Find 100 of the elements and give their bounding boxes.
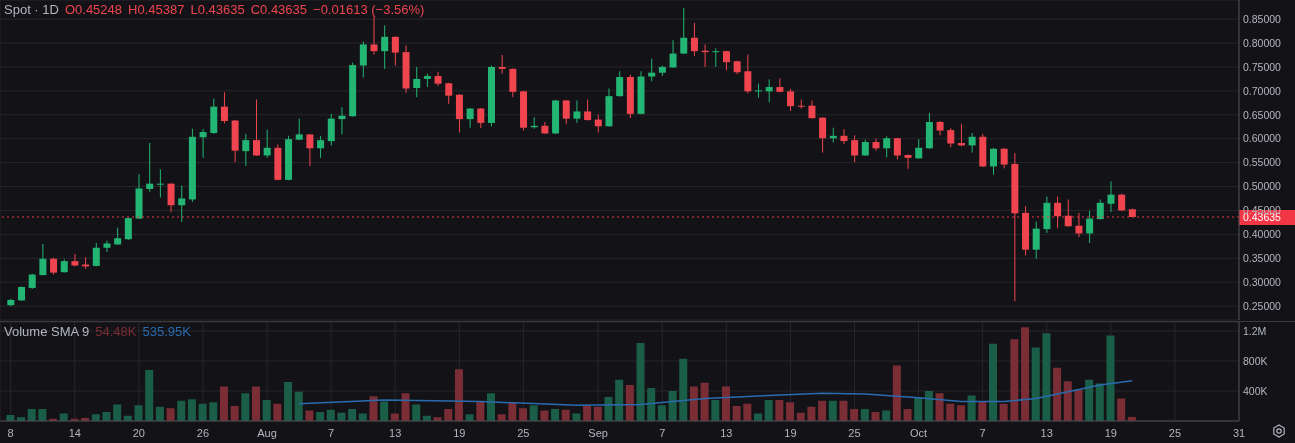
bar [924, 391, 933, 421]
bar [668, 391, 677, 421]
candlestick [819, 116, 827, 154]
bar [732, 406, 741, 421]
candlestick [253, 98, 260, 157]
bar [657, 405, 666, 421]
bar [241, 393, 250, 421]
candlestick [744, 54, 752, 94]
x-tick-label: 19 [784, 426, 797, 439]
bar [529, 405, 538, 421]
bar [262, 400, 271, 421]
bar [519, 408, 528, 421]
candlestick [797, 98, 805, 110]
annotation: H0.45387 [128, 2, 185, 17]
y-tick-label: 0.60000 [1243, 132, 1282, 145]
bar [807, 406, 816, 421]
x-tick-label: Oct [910, 426, 928, 439]
bar [145, 370, 154, 421]
chart-title: Spot · 1D [4, 2, 59, 17]
bar [711, 400, 720, 421]
y-tick-label: 0.55000 [1243, 156, 1282, 169]
bar [476, 401, 485, 421]
x-tick-label: 19 [453, 426, 466, 439]
bar [230, 406, 239, 421]
candlestick [167, 182, 175, 213]
annotation: −0.01613 (−3.56%) [313, 2, 425, 17]
x-tick-label: 25 [1168, 426, 1182, 439]
candlestick [220, 91, 228, 124]
bar [1042, 333, 1051, 421]
x-tick-label: 25 [848, 426, 861, 439]
bar [828, 400, 837, 421]
candlestick [915, 138, 923, 160]
y-tick-label: 0.25000 [1243, 299, 1282, 312]
bar [700, 382, 709, 421]
bar [999, 403, 1008, 421]
candlestick [317, 135, 325, 159]
x-tick-label: 20 [132, 426, 145, 439]
y-tick-label: 800K [1243, 354, 1268, 367]
candlestick [883, 135, 891, 158]
bar [721, 386, 730, 421]
y-tick-label: 0.85000 [1243, 12, 1282, 25]
x-tick-label: 7 [979, 426, 986, 439]
candlestick [1096, 198, 1104, 221]
candlestick [466, 107, 474, 129]
bar [134, 405, 143, 421]
candlestick [968, 132, 976, 154]
bar [903, 409, 912, 421]
bar [1095, 383, 1104, 421]
bar [348, 409, 357, 421]
candlestick [1086, 210, 1094, 244]
bar [401, 393, 410, 421]
candlestick [712, 47, 720, 68]
bar [444, 409, 453, 421]
bar [284, 382, 293, 421]
annotation: O0.45248 [64, 2, 123, 17]
x-tick-label: 14 [68, 426, 81, 439]
x-tick-label: 26 [196, 426, 210, 439]
candlestick [584, 98, 592, 122]
bar [1085, 379, 1094, 421]
bar [219, 386, 228, 421]
candlestick [1000, 147, 1008, 169]
y-tick-label: 0.75000 [1243, 60, 1282, 73]
candlestick [1054, 196, 1062, 229]
bar [1010, 339, 1019, 421]
bar [839, 400, 848, 421]
bar [946, 403, 955, 421]
chart-title: Volume SMA 9 [4, 324, 90, 339]
candlestick [1107, 180, 1115, 213]
y-tick-label: 0.80000 [1243, 36, 1282, 49]
bar [914, 397, 923, 421]
bar [892, 365, 901, 421]
bar [198, 403, 207, 421]
candlestick [755, 83, 763, 99]
bar [967, 395, 976, 421]
candlestick [370, 15, 378, 56]
candlestick [616, 70, 624, 98]
bar [209, 402, 218, 421]
bar [818, 400, 827, 421]
x-tick-label: Aug [257, 426, 277, 439]
bar [155, 406, 164, 421]
candlestick [338, 106, 346, 135]
candlestick [680, 7, 688, 55]
annotation: 54.48K [95, 324, 137, 339]
bar [369, 396, 378, 421]
bar [380, 401, 389, 421]
bar [956, 405, 965, 421]
candlestick [669, 39, 677, 69]
bar [743, 403, 752, 421]
line-series [298, 380, 1133, 406]
candlestick [199, 128, 207, 159]
bar [166, 408, 175, 421]
bar [689, 386, 698, 421]
candlestick [498, 54, 506, 75]
bar [454, 369, 463, 421]
candlestick [573, 99, 581, 124]
bar [294, 391, 303, 421]
x-tick-label: 13 [389, 426, 402, 439]
candlestick [1032, 220, 1040, 260]
bar [187, 399, 196, 421]
bar [625, 385, 634, 421]
